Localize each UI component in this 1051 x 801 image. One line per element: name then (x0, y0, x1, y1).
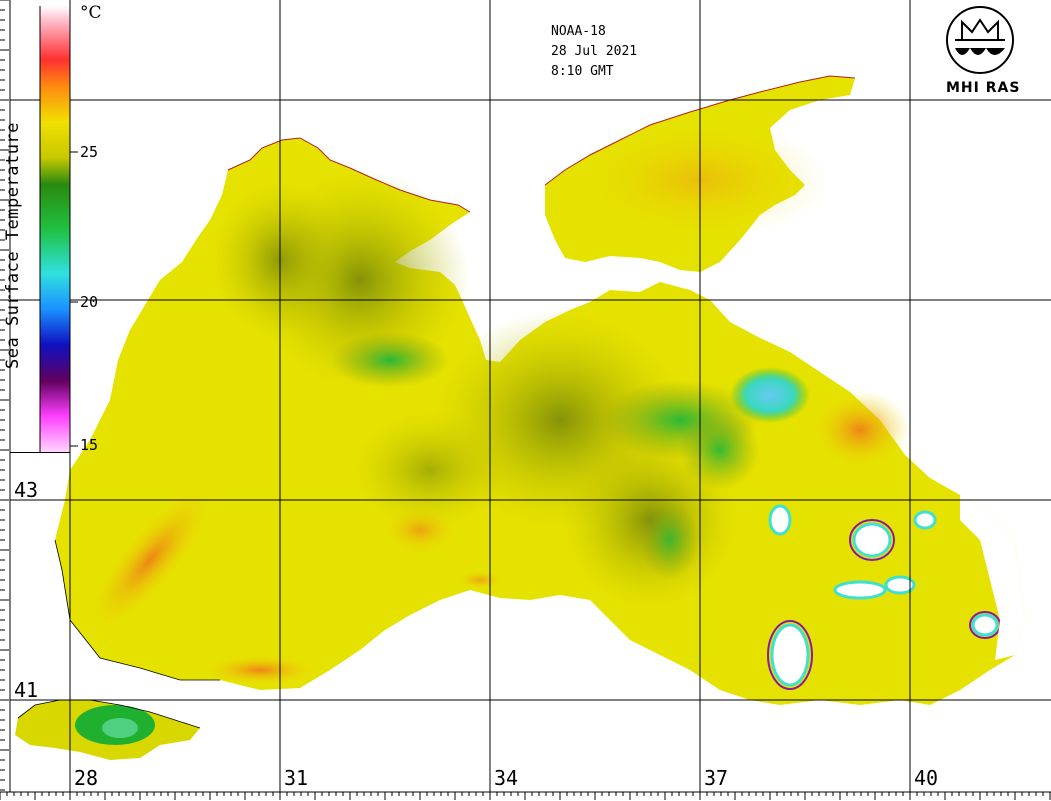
longitude-label-28: 28 (74, 766, 99, 790)
colorbar-ticks (70, 151, 78, 447)
colorbar-tick-20: 20 (80, 293, 99, 311)
latitude-label-43: 43 (14, 478, 39, 502)
date-label: 28 Jul 2021 (551, 44, 638, 59)
colorbar-tick-25: 25 (80, 143, 99, 161)
bottom-scale (0, 792, 1051, 800)
colorbar (40, 6, 70, 452)
longitude-label-37: 37 (704, 766, 729, 790)
latitude-label-41: 41 (14, 678, 39, 702)
longitude-label-34: 34 (494, 766, 519, 790)
longitude-label-31: 31 (284, 766, 309, 790)
longitude-label-40: 40 (914, 766, 939, 790)
colorbar-tick-15: 15 (80, 436, 99, 454)
coastline (227, 75, 856, 213)
time-label: 8:10 GMT (551, 64, 614, 79)
mhi-logo-icon (946, 6, 1014, 74)
institution-label: MHI RAS (946, 80, 1021, 96)
left-scale (0, 0, 9, 791)
sst-pattern (75, 120, 1025, 745)
colorbar-title: Sea Surface Temperature (3, 122, 23, 369)
colorbar-unit: °C (80, 3, 102, 23)
satellite-label: NOAA-18 (551, 24, 606, 39)
